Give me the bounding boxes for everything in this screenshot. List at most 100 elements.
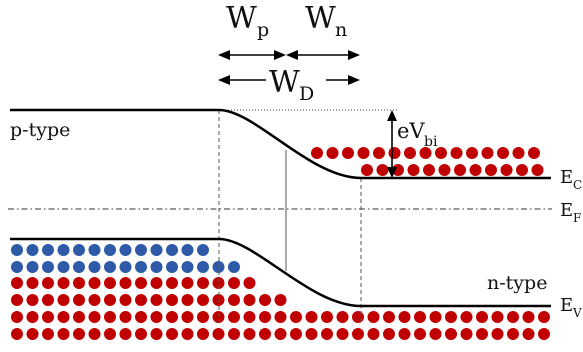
electron-dot: [445, 311, 457, 323]
electron-dot: [197, 294, 209, 306]
electron-dot: [212, 328, 225, 340]
hole-dot: [57, 261, 70, 273]
wn-width-arrow: [286, 50, 360, 60]
electron-dot: [181, 277, 194, 289]
electron-dot: [150, 277, 163, 289]
hole-dot: [88, 261, 101, 273]
electron-dot: [383, 328, 395, 340]
wp-label-sub: p: [257, 19, 269, 41]
hole-dot: [197, 261, 209, 273]
electron-dot: [481, 147, 494, 159]
electron-dot: [42, 277, 54, 289]
electron-dot: [88, 311, 101, 323]
electron-dot: [388, 147, 401, 159]
electron-dot: [11, 328, 23, 340]
electron-dot: [538, 311, 550, 323]
electron-dot: [26, 311, 39, 323]
electron-dot: [243, 294, 256, 306]
ev-band-label-main: E: [560, 295, 573, 316]
wp-width-arrow: [218, 50, 286, 60]
hole-dot: [228, 261, 240, 273]
electron-dot: [423, 164, 435, 176]
electron-dot: [73, 311, 85, 323]
ev-bi-label-main: eV: [397, 119, 425, 143]
electron-dot: [166, 311, 178, 323]
electron-dot: [460, 328, 473, 340]
electron-dot: [414, 328, 426, 340]
hole-dot: [57, 244, 70, 256]
electron-dot: [104, 311, 116, 323]
electron-dot: [476, 328, 488, 340]
electron-dot: [361, 164, 373, 176]
electron-dot: [522, 328, 535, 340]
electron-dot: [57, 328, 70, 340]
electron-dot: [135, 277, 147, 289]
hole-dot: [42, 244, 54, 256]
electron-dot: [528, 147, 540, 159]
hole-dot: [88, 244, 101, 256]
electron-dot: [429, 311, 442, 323]
built-in-potential-arrow: [387, 110, 397, 178]
electron-dot: [435, 147, 447, 159]
electron-dot: [181, 311, 194, 323]
electron-dot: [119, 328, 132, 340]
electron-dot: [450, 147, 463, 159]
electron-dot: [181, 328, 194, 340]
hole-dot: [26, 261, 39, 273]
hole-dot: [135, 244, 147, 256]
valence-band-edge: [10, 237, 551, 308]
electron-dot: [460, 311, 473, 323]
electron-dot: [42, 311, 54, 323]
hole-dot: [119, 244, 132, 256]
wd-label-background: [266, 64, 326, 98]
electron-dot: [476, 311, 488, 323]
electron-dot: [228, 328, 240, 340]
electron-dot: [150, 328, 163, 340]
electron-dot: [150, 311, 163, 323]
electron-dot: [135, 328, 147, 340]
electron-dot: [497, 147, 509, 159]
electron-dot: [445, 328, 457, 340]
electron-dot: [104, 294, 116, 306]
electron-dot: [119, 311, 132, 323]
electron-dot: [491, 328, 504, 340]
electron-dot: [512, 147, 525, 159]
electron-dot: [88, 277, 101, 289]
electron-dot: [466, 147, 478, 159]
electron-dot: [166, 294, 178, 306]
electron-dot: [11, 294, 23, 306]
electron-dot: [538, 328, 550, 340]
electron-dot: [197, 277, 209, 289]
electron-dot: [507, 328, 519, 340]
electron-dot: [73, 277, 85, 289]
electron-dot: [135, 311, 147, 323]
electron-dot: [367, 311, 380, 323]
electron-dot: [500, 164, 513, 176]
hole-dot: [150, 244, 163, 256]
electron-dot: [454, 164, 466, 176]
electron-dot: [398, 328, 411, 340]
electron-dot: [228, 294, 240, 306]
electron-dot: [57, 311, 70, 323]
electron-dot: [507, 311, 519, 323]
electron-dot: [135, 294, 147, 306]
electron-dot: [11, 277, 23, 289]
electron-dot: [26, 277, 39, 289]
electron-dot: [243, 277, 256, 289]
electron-dot: [119, 294, 132, 306]
hole-dot: [26, 244, 39, 256]
electron-dot: [119, 277, 132, 289]
carrier-dots: [11, 147, 550, 340]
electron-dot: [228, 277, 240, 289]
ef-label-main: E: [560, 200, 573, 221]
electron-dot: [336, 311, 349, 323]
wn-label-main: W: [305, 1, 336, 36]
electron-dot: [197, 311, 209, 323]
electron-dot: [352, 311, 364, 323]
wn-label-sub: n: [335, 19, 347, 41]
electron-dot: [352, 328, 364, 340]
electron-dot: [516, 164, 528, 176]
electron-dot: [181, 294, 194, 306]
